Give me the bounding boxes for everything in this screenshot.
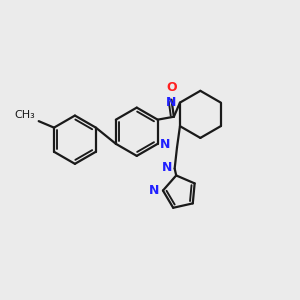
Text: N: N (162, 161, 172, 174)
Text: N: N (148, 184, 159, 197)
Text: N: N (166, 95, 176, 109)
Text: N: N (160, 138, 170, 151)
Text: CH₃: CH₃ (14, 110, 35, 120)
Text: O: O (167, 81, 177, 94)
